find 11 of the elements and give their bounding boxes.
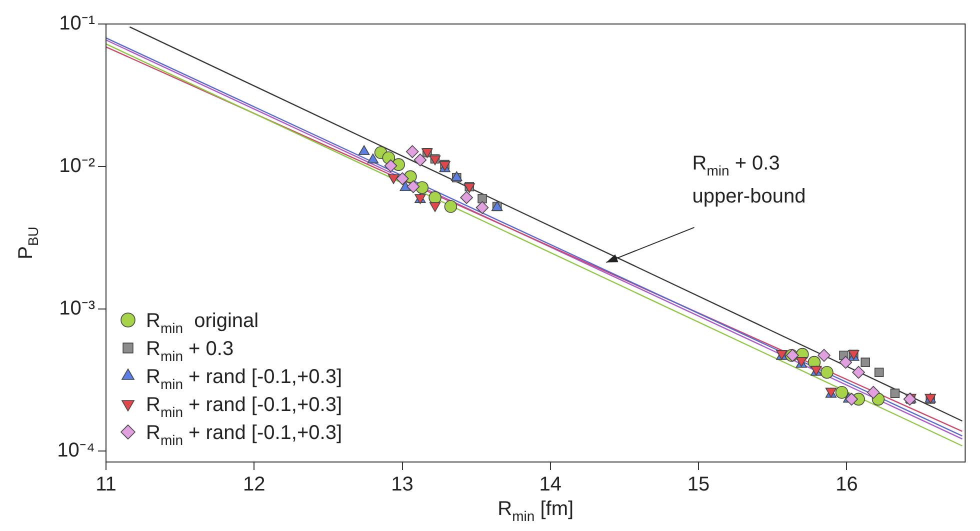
x-tick-label: 13 bbox=[391, 474, 414, 496]
x-tick-label: 11 bbox=[96, 474, 116, 496]
x-tick-label: 16 bbox=[836, 474, 858, 496]
y-tick-label: 10⁻² bbox=[59, 154, 96, 177]
x-tick-label: 15 bbox=[687, 474, 710, 496]
y-tick-label: 10⁻⁴ bbox=[57, 440, 95, 462]
y-axis-title: PBU bbox=[15, 226, 41, 260]
x-tick-label: 14 bbox=[539, 474, 562, 496]
y-tick-label: 10⁻¹ bbox=[59, 12, 96, 35]
x-tick-label: 12 bbox=[243, 474, 266, 496]
y-tick-label: 10⁻³ bbox=[59, 297, 96, 320]
